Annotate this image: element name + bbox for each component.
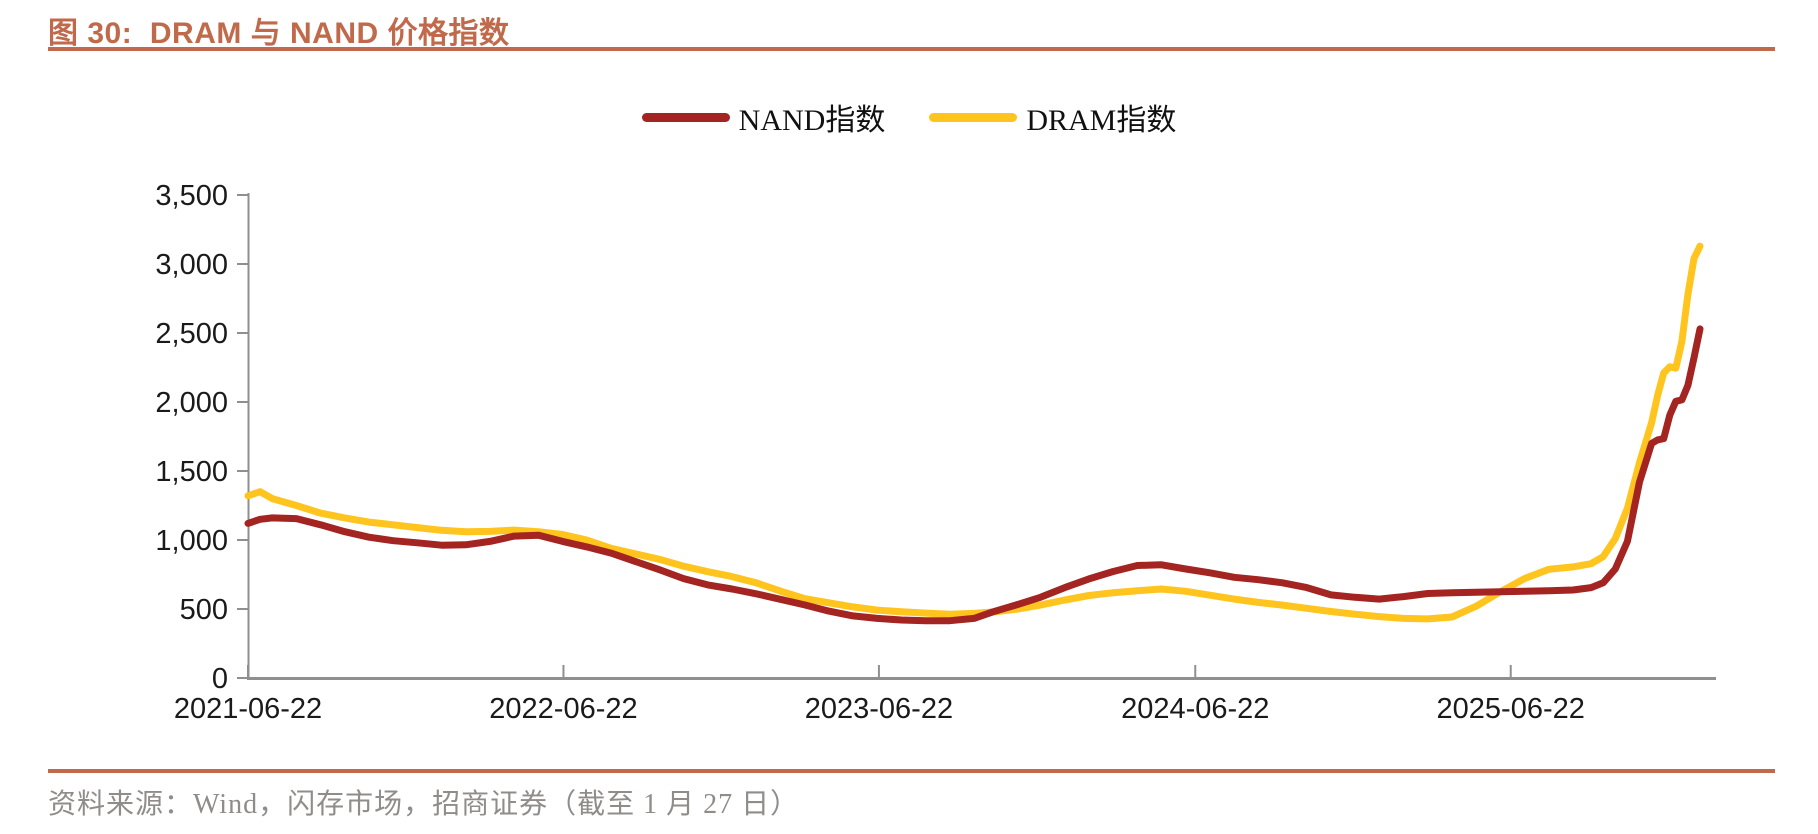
- x-tick-label: 2025-06-22: [1437, 693, 1585, 725]
- legend-item-nand[interactable]: NAND指数: [641, 95, 886, 139]
- title-underline: [48, 47, 1775, 51]
- y-tick-label: 3,500: [155, 180, 228, 212]
- legend-item-dram[interactable]: DRAM指数: [929, 95, 1176, 139]
- source-note: 资料来源：Wind，闪存市场，招商证券（截至 1 月 27 日）: [48, 789, 800, 820]
- x-tick-label: 2024-06-22: [1121, 693, 1269, 725]
- y-tick-label: 2,000: [155, 387, 228, 419]
- y-tick-label: 1,500: [155, 456, 228, 488]
- legend-line-swatch: [929, 112, 1018, 122]
- x-tick-label: 2022-06-22: [489, 693, 637, 725]
- y-tick-label: 1,000: [155, 525, 228, 557]
- legend-label: DRAM指数: [1026, 104, 1177, 137]
- x-tick-label: 2023-06-22: [805, 693, 953, 725]
- chart-title: 图 30: DRAM 与 NAND 价格指数: [48, 17, 510, 50]
- dram-series-line: [244, 242, 1704, 623]
- legend-label: NAND指数: [738, 104, 886, 137]
- y-tick-label: 0: [212, 663, 228, 695]
- legend-line-swatch: [641, 112, 730, 122]
- footer-rule: [48, 769, 1775, 773]
- nand-series-line: [244, 325, 1704, 625]
- y-tick-label: 3,000: [155, 249, 228, 281]
- y-tick-label: 500: [180, 594, 228, 626]
- y-tick-label: 2,500: [155, 318, 228, 350]
- chart-legend: NAND指数 DRAM指数: [0, 95, 1818, 139]
- x-tick-label: 2021-06-22: [174, 693, 322, 725]
